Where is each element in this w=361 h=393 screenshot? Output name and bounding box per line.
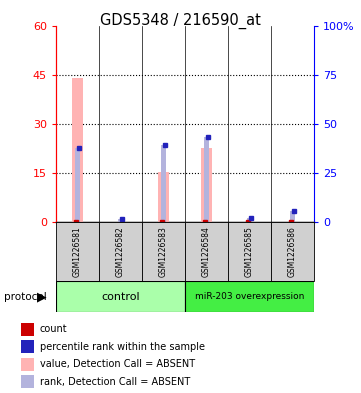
Bar [21, 340, 34, 353]
Bar [99, 222, 142, 281]
Text: ▶: ▶ [37, 290, 46, 303]
Bar [290, 211, 295, 222]
Text: count: count [40, 325, 68, 334]
Bar [56, 222, 99, 281]
Bar [228, 222, 271, 281]
Text: GSM1226581: GSM1226581 [73, 226, 82, 277]
Text: GSM1226585: GSM1226585 [245, 226, 254, 277]
Text: control: control [101, 292, 140, 302]
Bar [21, 375, 34, 388]
Bar [118, 219, 123, 222]
Bar [21, 358, 34, 371]
Bar [185, 281, 314, 312]
Bar [161, 145, 166, 222]
Text: GSM1226584: GSM1226584 [202, 226, 211, 277]
Text: percentile rank within the sample: percentile rank within the sample [40, 342, 205, 352]
Text: GDS5348 / 216590_at: GDS5348 / 216590_at [100, 13, 261, 29]
Text: miR-203 overexpression: miR-203 overexpression [195, 292, 304, 301]
Bar [21, 323, 34, 336]
Text: value, Detection Call = ABSENT: value, Detection Call = ABSENT [40, 359, 195, 369]
Bar [185, 222, 228, 281]
Bar [204, 137, 209, 222]
Bar [271, 222, 314, 281]
Text: protocol: protocol [4, 292, 46, 302]
Bar [158, 172, 169, 222]
Text: GSM1226582: GSM1226582 [116, 226, 125, 277]
Text: GSM1226583: GSM1226583 [159, 226, 168, 277]
Text: GSM1226586: GSM1226586 [288, 226, 297, 277]
Bar [201, 148, 212, 222]
Text: rank, Detection Call = ABSENT: rank, Detection Call = ABSENT [40, 377, 190, 387]
Bar [72, 78, 83, 222]
Bar [247, 218, 252, 222]
Bar [75, 148, 80, 222]
Bar [142, 222, 185, 281]
Bar [56, 281, 185, 312]
